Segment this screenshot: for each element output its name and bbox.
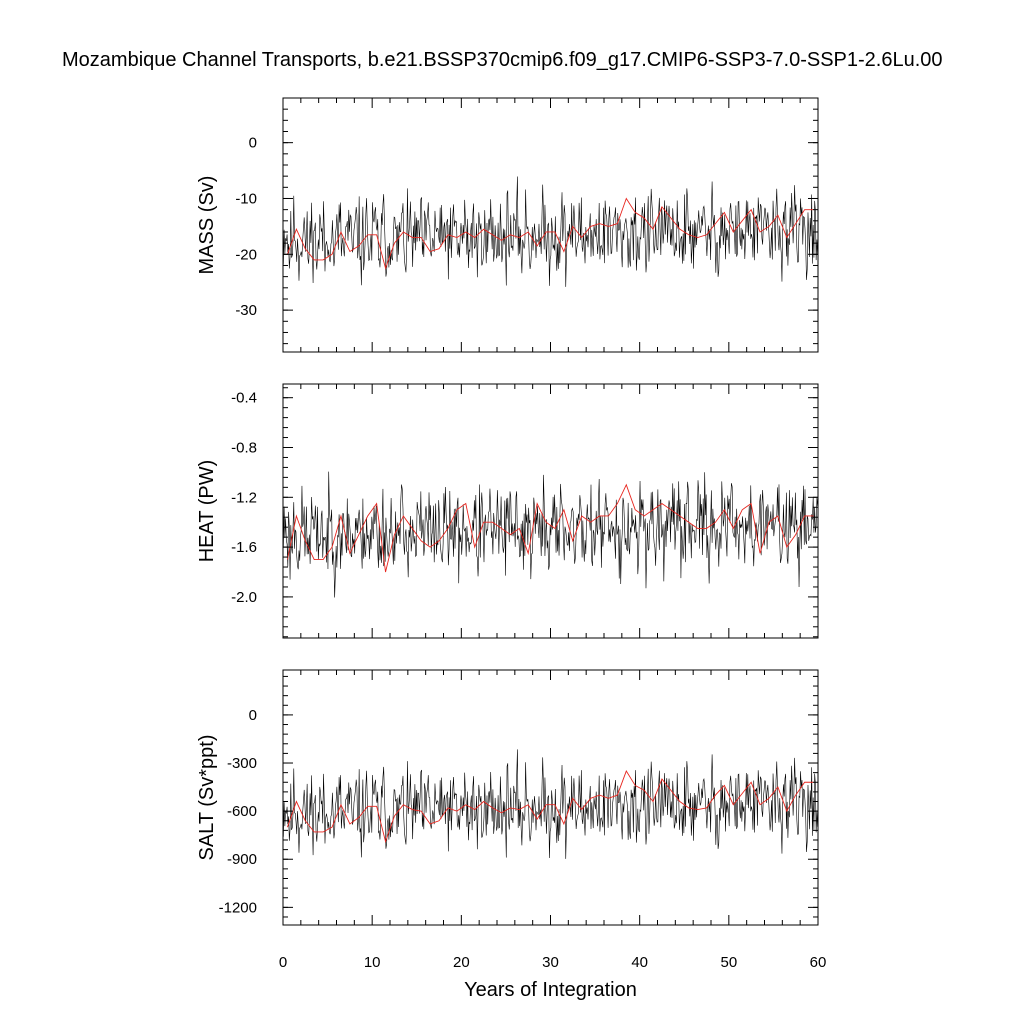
- salt-y-tick-label: -300: [227, 755, 257, 772]
- heat-annual-mean-series: [287, 483, 814, 573]
- salt-x-tick-label: 50: [720, 954, 737, 971]
- salt-annual-mean-series: [287, 770, 814, 844]
- heat-y-tick-label: -0.8: [231, 440, 257, 457]
- mass-y-tick-label: 0: [249, 135, 257, 152]
- x-axis-title: Years of Integration: [464, 979, 637, 1001]
- salt-y-tick-label: -1200: [219, 899, 257, 916]
- salt-panel: 0 -300 -600 -900 -1200 SALT (Sv*ppt) 0 10 20 30 40…: [196, 669, 827, 1001]
- chart-title: Mozambique Channel Transports, b.e21.BSS…: [62, 49, 943, 71]
- salt-y-tick-label: -600: [227, 803, 257, 820]
- salt-x-tick-label: 60: [810, 954, 827, 971]
- heat-y-tick-label: -1.6: [231, 539, 257, 556]
- heat-y-tick-label: -2.0: [231, 589, 257, 606]
- salt-x-tick-label: 30: [542, 954, 559, 971]
- heat-monthly-series: [283, 471, 818, 598]
- mass-panel: 0 -10 -20 -30 MASS (Sv): [196, 97, 819, 353]
- heat-y-axis-title: HEAT (PW): [196, 460, 218, 563]
- mass-y-tick-label: -30: [235, 302, 257, 319]
- heat-panel: -0.4 -0.8 -1.2 -1.6 -2.0 HEAT (PW): [196, 383, 819, 639]
- mass-monthly-series: [283, 176, 818, 287]
- salt-y-axis-title: SALT (Sv*ppt): [196, 735, 218, 861]
- salt-x-tick-label: 20: [453, 954, 470, 971]
- salt-y-tick-label: 0: [249, 707, 257, 724]
- salt-x-tick-label: 40: [631, 954, 648, 971]
- mass-y-tick-label: -10: [235, 190, 257, 207]
- salt-y-tick-label: -900: [227, 851, 257, 868]
- mass-y-axis-title: MASS (Sv): [196, 176, 218, 275]
- mass-y-tick-label: -20: [235, 246, 257, 263]
- salt-monthly-series: [283, 749, 818, 859]
- salt-x-tick-label: 10: [364, 954, 381, 971]
- heat-y-tick-label: -1.2: [231, 489, 257, 506]
- salt-x-tick-label: 0: [279, 954, 287, 971]
- mass-annual-mean-series: [287, 197, 814, 270]
- heat-y-tick-label: -0.4: [231, 390, 257, 407]
